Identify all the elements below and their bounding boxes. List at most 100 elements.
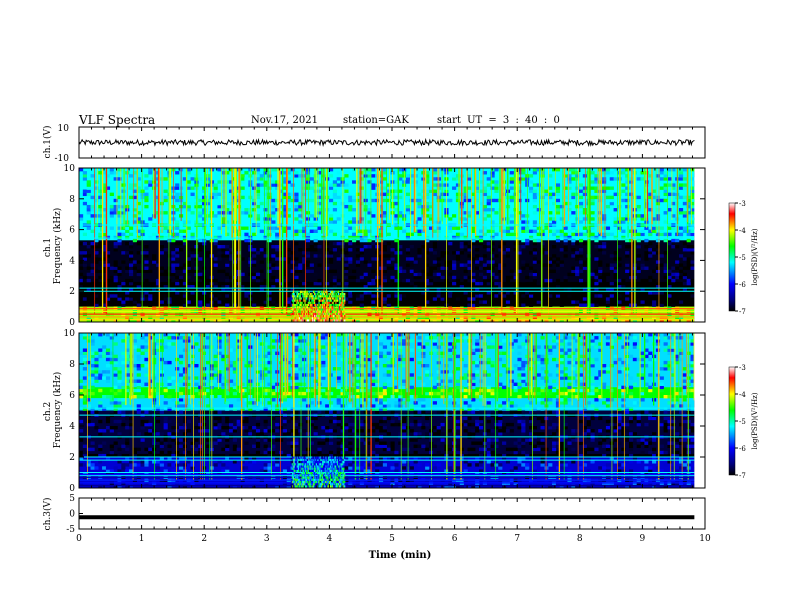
spec-cell: [528, 272, 534, 277]
spec-cell: [263, 466, 268, 470]
spec-cell: [136, 251, 141, 255]
spec-cell: [105, 426, 111, 430]
spec-cell: [663, 189, 668, 193]
spec-cell: [655, 269, 661, 274]
spec-cell: [671, 291, 676, 295]
spec-cell: [463, 275, 468, 280]
spec-cell: [178, 278, 184, 283]
spec-cell: [475, 180, 480, 184]
spec-cell: [240, 180, 245, 184]
spec-cell: [263, 297, 268, 301]
spec-cell: [659, 171, 664, 175]
spec-cell: [309, 416, 314, 421]
spec-cell: [621, 183, 626, 187]
spec-cell: [278, 214, 284, 218]
spec-cell: [575, 171, 580, 175]
spec-cell: [186, 180, 191, 184]
burst-cell: [317, 295, 319, 298]
spec-cell: [655, 198, 661, 203]
burst-cell: [309, 297, 311, 300]
burst-cell: [332, 301, 334, 304]
spec-cell: [79, 419, 84, 424]
spec-cell: [655, 226, 661, 230]
spec-cell: [332, 285, 337, 289]
spec-cell: [121, 360, 126, 365]
burst-cell: [314, 310, 317, 313]
spec-cell: [648, 229, 653, 233]
spec-cell: [475, 291, 480, 295]
burst-cell: [344, 301, 346, 304]
spec-cell: [686, 195, 691, 200]
spec-cell: [267, 195, 272, 200]
spec-cell: [494, 168, 499, 172]
burst-cell: [313, 317, 315, 320]
burst-cell: [330, 319, 333, 322]
spec-cell: [602, 220, 607, 224]
spec-cell: [655, 278, 661, 283]
spec-cell: [517, 177, 522, 181]
spec-cell: [490, 198, 495, 203]
spec-cell: [263, 450, 268, 455]
spec-cell: [228, 183, 234, 187]
burst-cell: [337, 310, 340, 313]
spec-cell: [675, 281, 680, 286]
burst-cell: [308, 299, 310, 302]
spec-cell: [86, 189, 91, 193]
spec-cell: [121, 183, 126, 187]
burst-cell: [328, 301, 330, 304]
spec-cell: [455, 174, 461, 178]
burst-cell: [328, 292, 330, 296]
spec-cell: [113, 401, 118, 405]
spec-cell: [475, 318, 480, 322]
spec-cell: [505, 232, 511, 237]
spec-cell: [175, 450, 180, 455]
spec-cell: [440, 275, 445, 280]
spec-cell: [286, 419, 291, 424]
spec-cell: [252, 254, 257, 258]
spec-cell: [598, 180, 603, 184]
spec-cell: [213, 318, 218, 322]
spec-cell: [655, 214, 661, 218]
spec-cell: [240, 257, 245, 261]
spec-cell: [578, 211, 584, 215]
spec-cell: [525, 238, 530, 243]
spec-cell: [398, 174, 403, 178]
spec-cell: [225, 391, 230, 396]
spec-cell: [182, 416, 187, 421]
spec-cell: [155, 367, 161, 371]
burst-cell: [330, 295, 333, 298]
spec-cell: [628, 303, 634, 307]
spec-cell: [478, 235, 484, 240]
spec-cell: [513, 232, 518, 237]
spec-cell: [521, 318, 526, 322]
spec-cell: [452, 303, 457, 307]
spec-cell: [528, 300, 534, 304]
spec-cell: [271, 211, 276, 215]
burst-cell: [337, 312, 340, 315]
spec-cell: [240, 388, 245, 393]
spec-cell: [602, 235, 607, 240]
spec-cell: [378, 285, 384, 289]
spec-cell: [171, 263, 176, 267]
spec-cell: [282, 395, 287, 399]
spec-cell: [425, 192, 430, 197]
burst-cell: [339, 310, 341, 313]
spec-cell: [144, 370, 149, 374]
spec-cell: [113, 171, 118, 175]
spec-cell: [175, 235, 180, 240]
spec-cell: [505, 278, 511, 283]
spec-cell: [540, 171, 545, 175]
spec-cell: [290, 416, 295, 421]
no-data: [694, 168, 705, 322]
burst-cell: [340, 310, 342, 313]
spec-cell: [221, 288, 226, 292]
spec-cell: [652, 291, 657, 295]
spec-cell: [352, 220, 357, 224]
spec-cell: [217, 376, 222, 380]
spec-cell: [552, 254, 557, 258]
spec-cell: [282, 204, 287, 209]
spec-cell: [182, 364, 187, 368]
spec-cell: [478, 272, 484, 277]
spec-cell: [294, 192, 299, 197]
spec-cell: [382, 186, 387, 190]
